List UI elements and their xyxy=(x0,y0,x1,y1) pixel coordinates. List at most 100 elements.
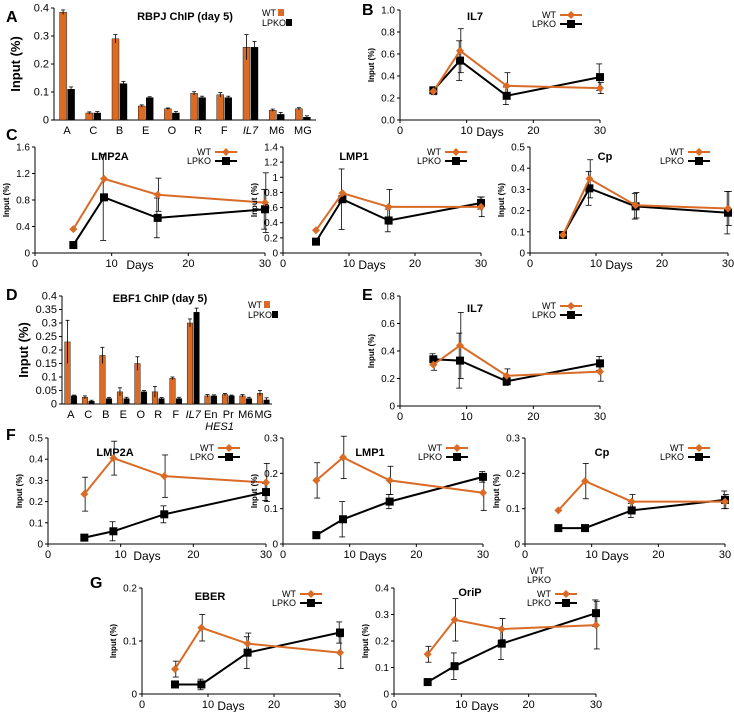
data-point-wt xyxy=(100,174,108,183)
data-point-lpko xyxy=(262,488,270,497)
legend-label: WT xyxy=(670,443,684,453)
x-tick-label: 30 xyxy=(594,125,606,137)
bar-wt xyxy=(59,11,67,121)
legend-label: LPKO xyxy=(527,598,551,608)
legend-label: WT xyxy=(262,8,276,18)
panel-A: A RBPJ ChIP (day 5) 0 0.1 0.2 0.3 0.4 Input (%)… xyxy=(6,3,316,137)
y-tick-label: 0.1 xyxy=(264,504,278,515)
bar-wt xyxy=(221,394,228,405)
data-point-wt xyxy=(336,648,344,657)
legend-swatch xyxy=(278,9,284,16)
y-tick-label: 0.4 xyxy=(16,222,30,233)
bar-wt xyxy=(190,93,198,121)
legend-label: LPKO xyxy=(417,156,441,166)
y-tick-label: 0.3 xyxy=(42,318,57,330)
series-line-lpko xyxy=(432,59,601,97)
chart-title: EBF1 ChIP (day 5) xyxy=(113,293,208,305)
data-point-lpko xyxy=(338,195,347,204)
x-tick-label: 0 xyxy=(397,411,403,423)
x-tick-label: 0 xyxy=(280,549,286,561)
x-tick-label: B xyxy=(116,125,123,137)
data-point-lpko xyxy=(627,506,636,515)
panel-letter: F xyxy=(6,427,16,444)
y-axis-label: Input (%) xyxy=(2,183,11,218)
y-axis-label: Input (%) xyxy=(16,322,31,378)
y-tick-label: 0.25 xyxy=(36,331,57,343)
series-line-wt xyxy=(562,177,729,236)
x-tick-label: F xyxy=(221,125,228,137)
data-point-lpko xyxy=(502,377,511,386)
series-line-lpko xyxy=(175,631,341,686)
x-tick-label: MG xyxy=(254,409,272,421)
bar-lpko xyxy=(198,97,206,121)
x-tick-label: C xyxy=(84,409,92,421)
legend-label: LPKO xyxy=(272,598,296,608)
bar-lpko xyxy=(119,83,128,121)
legend-label: LPKO xyxy=(532,19,556,29)
legend-label: WT xyxy=(542,10,556,20)
x-tick-label: O xyxy=(136,409,145,421)
data-point-lpko xyxy=(69,241,78,250)
x-tick-label: B xyxy=(102,409,109,421)
x-tick-label: M6 xyxy=(238,409,253,421)
bar-lpko xyxy=(67,88,75,121)
legend-swatch xyxy=(264,301,270,308)
y-tick-label: 0.2 xyxy=(123,584,137,595)
bar-lpko xyxy=(224,97,233,121)
y-axis-label: Input (%) xyxy=(367,48,376,83)
data-point-lpko xyxy=(585,184,594,193)
legend-marker xyxy=(695,444,703,452)
y-tick-label: 0.2 xyxy=(511,206,525,217)
panel-letter: E xyxy=(362,287,373,304)
y-tick-label: 0.2 xyxy=(34,59,49,71)
x-tick-label: F xyxy=(172,409,179,421)
y-tick-label: 0.1 xyxy=(511,227,525,238)
data-point-wt xyxy=(585,174,594,183)
x-tick-label: 30 xyxy=(719,549,731,561)
data-point-lpko xyxy=(596,73,604,82)
data-point-wt xyxy=(429,87,438,96)
legend-label: WT xyxy=(200,443,214,453)
data-point-lpko xyxy=(596,359,604,368)
series-line-lpko xyxy=(558,498,726,530)
x-tick-label: 30 xyxy=(722,258,734,270)
legend-label: WT xyxy=(542,301,556,311)
x-tick-label: 10 xyxy=(115,549,127,561)
bar-wt xyxy=(137,105,146,121)
chart-title: RBPJ ChIP (day 5) xyxy=(137,11,233,23)
legend-label: WT xyxy=(537,589,551,599)
legend-swatch xyxy=(286,19,292,26)
x-tick-label: 0 xyxy=(522,549,528,561)
y-tick-label: 0.4 xyxy=(381,347,395,358)
data-point-wt xyxy=(69,225,78,234)
y-tick-label: 0.3 xyxy=(34,31,49,43)
y-tick-label: 0.3 xyxy=(506,434,520,445)
legend-label: LPKO xyxy=(418,452,442,462)
data-point-wt xyxy=(262,478,270,487)
legend-marker xyxy=(453,453,461,461)
legend-marker xyxy=(695,157,703,165)
x-tick-label: E xyxy=(142,125,149,137)
x-tick-label: En xyxy=(204,409,217,421)
legend-marker xyxy=(562,590,570,598)
data-point-lpko xyxy=(197,680,206,689)
x-tick-label: 20 xyxy=(410,549,422,561)
x-axis-label: Days xyxy=(471,699,498,712)
x-tick-label: 20 xyxy=(523,699,535,711)
legend-label: LPKO xyxy=(187,156,211,166)
data-point-wt xyxy=(581,477,589,486)
y-tick-label: 1.2 xyxy=(264,158,278,169)
x-tick-label: R xyxy=(154,409,162,421)
data-point-wt xyxy=(197,623,206,632)
y-tick-label: 0.8 xyxy=(381,292,395,303)
series-line-lpko xyxy=(433,358,601,383)
x-tick-label: 30 xyxy=(475,258,487,270)
legend-label: LPKO xyxy=(190,452,214,462)
series-line-wt xyxy=(72,177,266,230)
data-point-wt xyxy=(559,230,567,239)
bar-wt xyxy=(111,38,120,121)
panel-F1: F LMP2A 0 0.1 0.2 0.3 0.4 0.5 Input (%) 0 10 20 30 Da… xyxy=(6,427,272,563)
x-tick-label: C xyxy=(89,125,97,137)
y-tick-label: 0.2 xyxy=(264,469,278,480)
